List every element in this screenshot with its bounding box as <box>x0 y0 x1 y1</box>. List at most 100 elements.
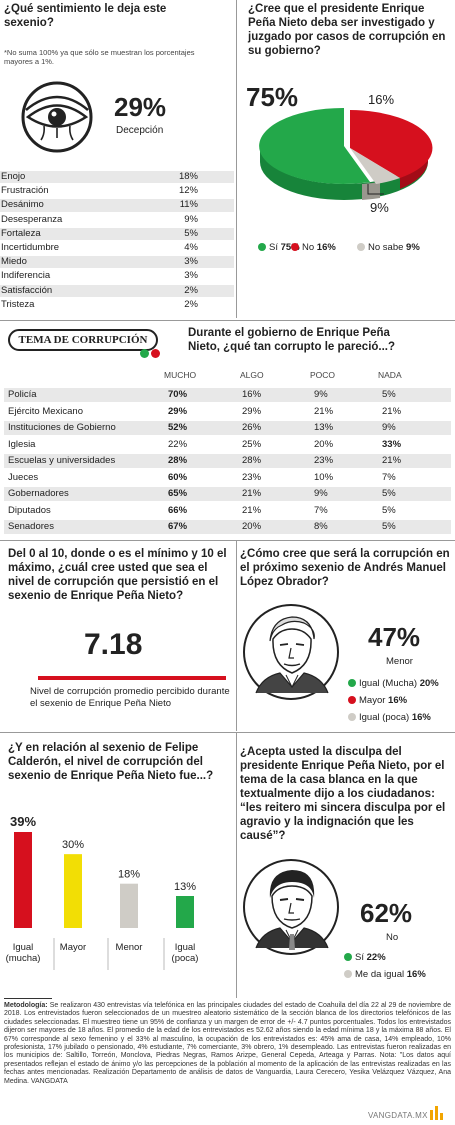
q1-row: Satisfacción 2% <box>0 284 234 297</box>
q2-pie-chart <box>259 107 433 200</box>
q1-highlight-value: 29% <box>114 92 167 122</box>
q1-title: ¿Qué sentimiento le deja este sexenio? <box>4 3 167 29</box>
col-nada: NADA <box>378 370 402 380</box>
q1-row-label: Fortaleza <box>1 227 41 239</box>
q1-row-label: Desesperanza <box>1 213 63 225</box>
tag-dot-red <box>151 349 160 358</box>
q5-highlight-label: Menor <box>386 656 413 667</box>
q6-bar-chart: 39%Igual(mucha)30%Mayor18%Menor13%Igual(… <box>6 814 198 970</box>
q1-row-value: 18% <box>178 171 198 182</box>
q3-cell-algo: 26% <box>242 422 262 433</box>
divider-vertical-bottom <box>236 733 237 998</box>
q1-row-value: 5% <box>184 227 198 239</box>
section-tag: TEMA DE CORRUPCIÓN <box>8 329 160 358</box>
q7-legend-igual: Me da igual 16% <box>344 969 426 981</box>
q3-cell-algo: 21% <box>242 488 262 499</box>
q7-highlight-value: 62% <box>360 898 413 928</box>
brand-label: VANGDATA.MX <box>368 1111 428 1120</box>
q5-legend-mayor: Mayor 16% <box>348 695 407 707</box>
q3-row-label: Jueces <box>8 471 39 483</box>
q3-cell-nada: 21% <box>382 405 402 417</box>
q3-table: Policía 70% 16% 9% 5% Ejército Mexicano 29% 29%… <box>0 388 455 538</box>
q1-row: Indiferencia 3% <box>0 270 234 282</box>
q1-row-label: Miedo <box>1 256 27 268</box>
vangdata-logo-icon <box>430 1104 450 1120</box>
bar-category-label: Mayor <box>60 942 86 953</box>
bar-value-label: 18% <box>118 869 140 881</box>
q4-value: 7.18 <box>84 628 143 661</box>
bar-2 <box>120 883 138 928</box>
q3-table-row: Ejército Mexicano 29% 29% 21% 21% <box>4 405 451 419</box>
methodology-label: Metodología: <box>4 1002 48 1009</box>
q3-row-label: Diputados <box>8 504 51 516</box>
q3-header: MUCHO ALGO POCO NADA <box>4 370 451 384</box>
q1-note: *No suma 100% ya que sólo se muestran lo… <box>4 48 195 66</box>
q7-legend-si: Sí 22% <box>344 952 386 964</box>
q2-red-label: 16% <box>368 92 395 107</box>
q1-row-value: 12% <box>178 185 198 197</box>
col-poco: POCO <box>310 370 336 380</box>
q1-row-value: 9% <box>184 213 198 225</box>
q3-cell-nada: 5% <box>382 504 396 516</box>
q5-title: ¿Cómo cree que será la corrupción en el … <box>240 548 450 588</box>
q3-cell-mucho: 28% <box>168 455 188 466</box>
q2-grey-label: 9% <box>370 200 389 215</box>
q3-row-label: Gobernadores <box>8 488 69 499</box>
methodology-text: Metodología: Se realizaron 430 entrevist… <box>4 1002 451 1086</box>
q1-row-label: Satisfacción <box>1 284 53 296</box>
bar-value-label: 39% <box>10 814 36 829</box>
q3-cell-mucho: 52% <box>168 422 188 433</box>
q3-cell-poco: 8% <box>314 521 328 532</box>
amlo-portrait-icon <box>243 604 339 700</box>
bar-category-label: (mucha) <box>6 953 41 964</box>
q3-cell-mucho: 22% <box>168 438 188 450</box>
q3-cell-mucho: 60% <box>168 471 188 483</box>
q3-cell-algo: 28% <box>242 455 262 466</box>
q3-row-label: Instituciones de Gobierno <box>8 422 116 433</box>
q2-leader-line <box>367 184 384 195</box>
q2-legend-nosabe: No sabe 9% <box>357 242 420 254</box>
q2-pie-side-green <box>260 146 428 200</box>
q1-row-value: 3% <box>184 270 198 282</box>
q7-title: ¿Acepta usted la disculpa del presidente… <box>240 746 446 842</box>
q5-highlight-value: 47% <box>368 622 421 652</box>
q3-cell-poco: 23% <box>314 455 334 466</box>
q4-red-line <box>38 676 226 680</box>
q1-row: Frustración 12% <box>0 185 234 197</box>
q1-row: Enojo 18% <box>0 171 234 184</box>
q2-legend-no: No 16% <box>291 242 336 254</box>
q3-cell-mucho: 29% <box>168 405 188 417</box>
q3-cell-algo: 20% <box>242 521 262 532</box>
q2-big-label: 75% <box>246 82 299 112</box>
q1-list: Enojo 18% Frustración 12% Desánimo 11% Desespe… <box>0 171 236 313</box>
q2-slice-no <box>350 110 433 178</box>
q3-cell-nada: 21% <box>382 455 402 466</box>
q3-cell-algo: 25% <box>242 438 262 450</box>
q3-cell-mucho: 66% <box>168 504 188 516</box>
q1-row-label: Frustración <box>1 185 49 197</box>
q3-cell-poco: 9% <box>314 488 328 499</box>
q3-row-label: Policía <box>8 389 37 400</box>
bar-value-label: 30% <box>62 839 84 851</box>
q1-row-value: 2% <box>184 298 198 310</box>
q1-row: Desánimo 11% <box>0 199 234 212</box>
q3-table-row: Senadores 67% 20% 8% 5% <box>4 520 451 534</box>
q3-cell-algo: 21% <box>242 504 262 516</box>
q6-title: ¿Y en relación al sexenio de Felipe Cald… <box>8 742 214 782</box>
bar-3 <box>176 896 194 928</box>
divider-vertical-mid <box>236 541 237 731</box>
methodology-rule <box>4 998 52 999</box>
q2-slice-si <box>259 107 370 184</box>
bar-category-label: Igual <box>175 942 196 953</box>
q1-row-value: 4% <box>184 242 198 253</box>
q3-row-label: Ejército Mexicano <box>8 405 83 417</box>
q3-cell-poco: 10% <box>314 471 334 483</box>
q3-cell-algo: 29% <box>242 405 262 417</box>
q3-table-row: Iglesia 22% 25% 20% 33% <box>4 438 451 452</box>
q3-cell-algo: 16% <box>242 389 262 400</box>
q4-caption: Nivel de corrupción promedio percibido d… <box>30 686 230 709</box>
sad-eye-icon <box>21 81 93 153</box>
q2-title: ¿Cree que el presidente Enrique Peña Nie… <box>248 3 446 57</box>
q3-row-label: Escuelas y universidades <box>8 455 116 466</box>
bar-value-label: 13% <box>174 881 196 893</box>
